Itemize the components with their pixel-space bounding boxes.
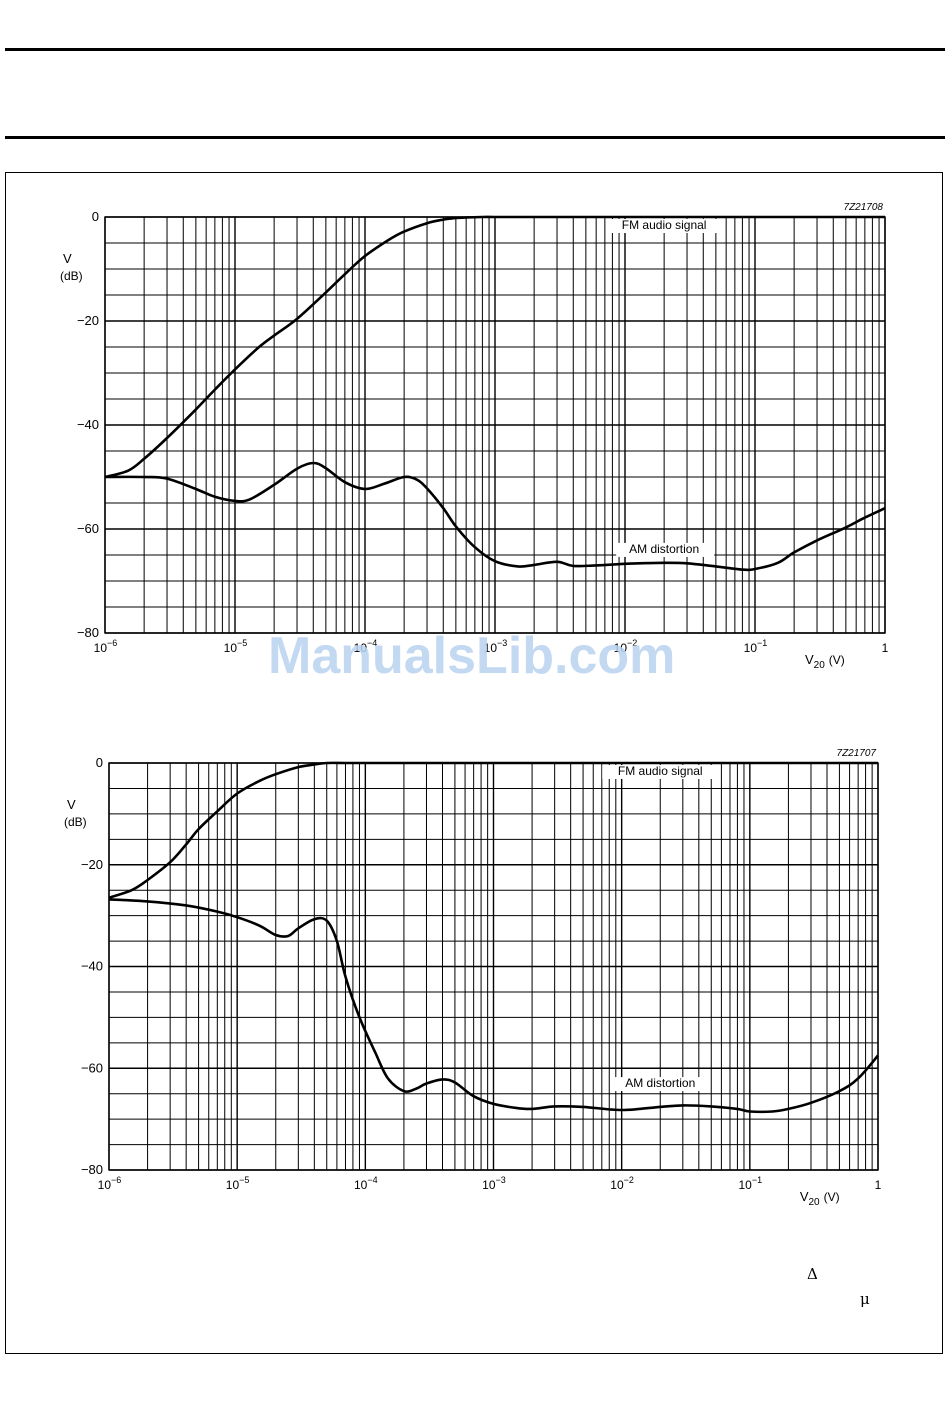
x-tick-exponent: −4 [367,638,377,648]
x-tick-exponent: −2 [627,638,637,648]
x-axis-label-sub: 20 [809,1197,821,1208]
x-tick-exponent: −2 [624,1175,634,1185]
delta-symbol: Δ [807,1265,818,1283]
x-tick-label: 10 [98,1178,112,1192]
fm-series-label: FM audio signal [622,218,707,232]
y-axis-label: V [63,251,72,266]
x-tick-exponent: −1 [757,638,767,648]
x-axis-unit: (V) [824,1190,840,1204]
label-bg [616,542,715,557]
x-tick-label: 10 [484,641,498,655]
x-tick-label: 10 [224,641,238,655]
figure-code: 7Z21708 [844,202,884,213]
y-tick-label: −40 [77,417,99,432]
x-tick-exponent: −5 [237,638,247,648]
chart-top: 7Z217080−20−40−60−80V4(dB)10−610−510−410… [60,202,889,671]
am-series-label: AM distortion [625,1076,695,1090]
x-tick-label: 10 [354,641,368,655]
y-tick-label: −60 [81,1060,103,1075]
x-tick-label: 10 [610,1178,624,1192]
y-tick-label: −40 [81,959,103,974]
series-am-distortion [104,461,886,572]
figure-frame [5,172,943,1354]
series-am-distortion [108,898,879,1114]
x-tick-exponent: −5 [239,1175,249,1185]
y-axis-label: V [67,797,76,812]
x-tick-label: 10 [744,641,758,655]
x-tick-label: 1 [875,1178,882,1192]
x-tick-label: 10 [94,641,108,655]
x-tick-label: 10 [738,1178,752,1192]
series-fm-audio-signal [108,761,878,900]
y-axis-unit: (dB) [60,269,83,283]
label-bg [602,765,721,779]
x-tick-exponent: −6 [111,1175,121,1185]
label-bg [606,219,725,233]
x-axis-label-sub: 20 [814,660,826,671]
x-axis-label: V20 (V) [800,1189,840,1208]
x-tick-exponent: −3 [497,638,507,648]
label-bg [612,1077,711,1092]
x-tick-label: 10 [354,1178,368,1192]
figure-code: 7Z21707 [837,748,877,759]
top-rule [5,48,945,51]
y-tick-label: −60 [77,521,99,536]
x-tick-label: 10 [482,1178,496,1192]
x-tick-label: 10 [614,641,628,655]
am-series-label: AM distortion [629,542,699,556]
chart-bottom: 7Z217070−20−40−60−80V4(dB)10−610−510−410… [64,748,882,1208]
x-tick-label: 1 [882,641,889,655]
x-tick-exponent: −6 [107,638,117,648]
x-axis-label: V20 (V) [805,652,845,671]
series-fm-audio-signal [104,215,885,479]
second-rule [5,136,945,139]
x-tick-exponent: −1 [752,1175,762,1185]
watermark: ManualsLib.com [268,627,676,685]
x-tick-label: 10 [226,1178,240,1192]
y-tick-label: −20 [77,313,99,328]
x-axis-unit: (V) [829,653,845,667]
y-tick-label: −20 [81,857,103,872]
y-tick-label: 0 [92,209,99,224]
fm-series-label: FM audio signal [618,764,703,778]
y-tick-label: 0 [96,755,103,770]
y-axis-unit: (dB) [64,815,87,829]
y-tick-label: −80 [77,625,99,640]
x-tick-exponent: −4 [367,1175,377,1185]
x-tick-exponent: −3 [496,1175,506,1185]
mu-symbol: μ [860,1290,870,1308]
y-tick-label: −80 [81,1162,103,1177]
